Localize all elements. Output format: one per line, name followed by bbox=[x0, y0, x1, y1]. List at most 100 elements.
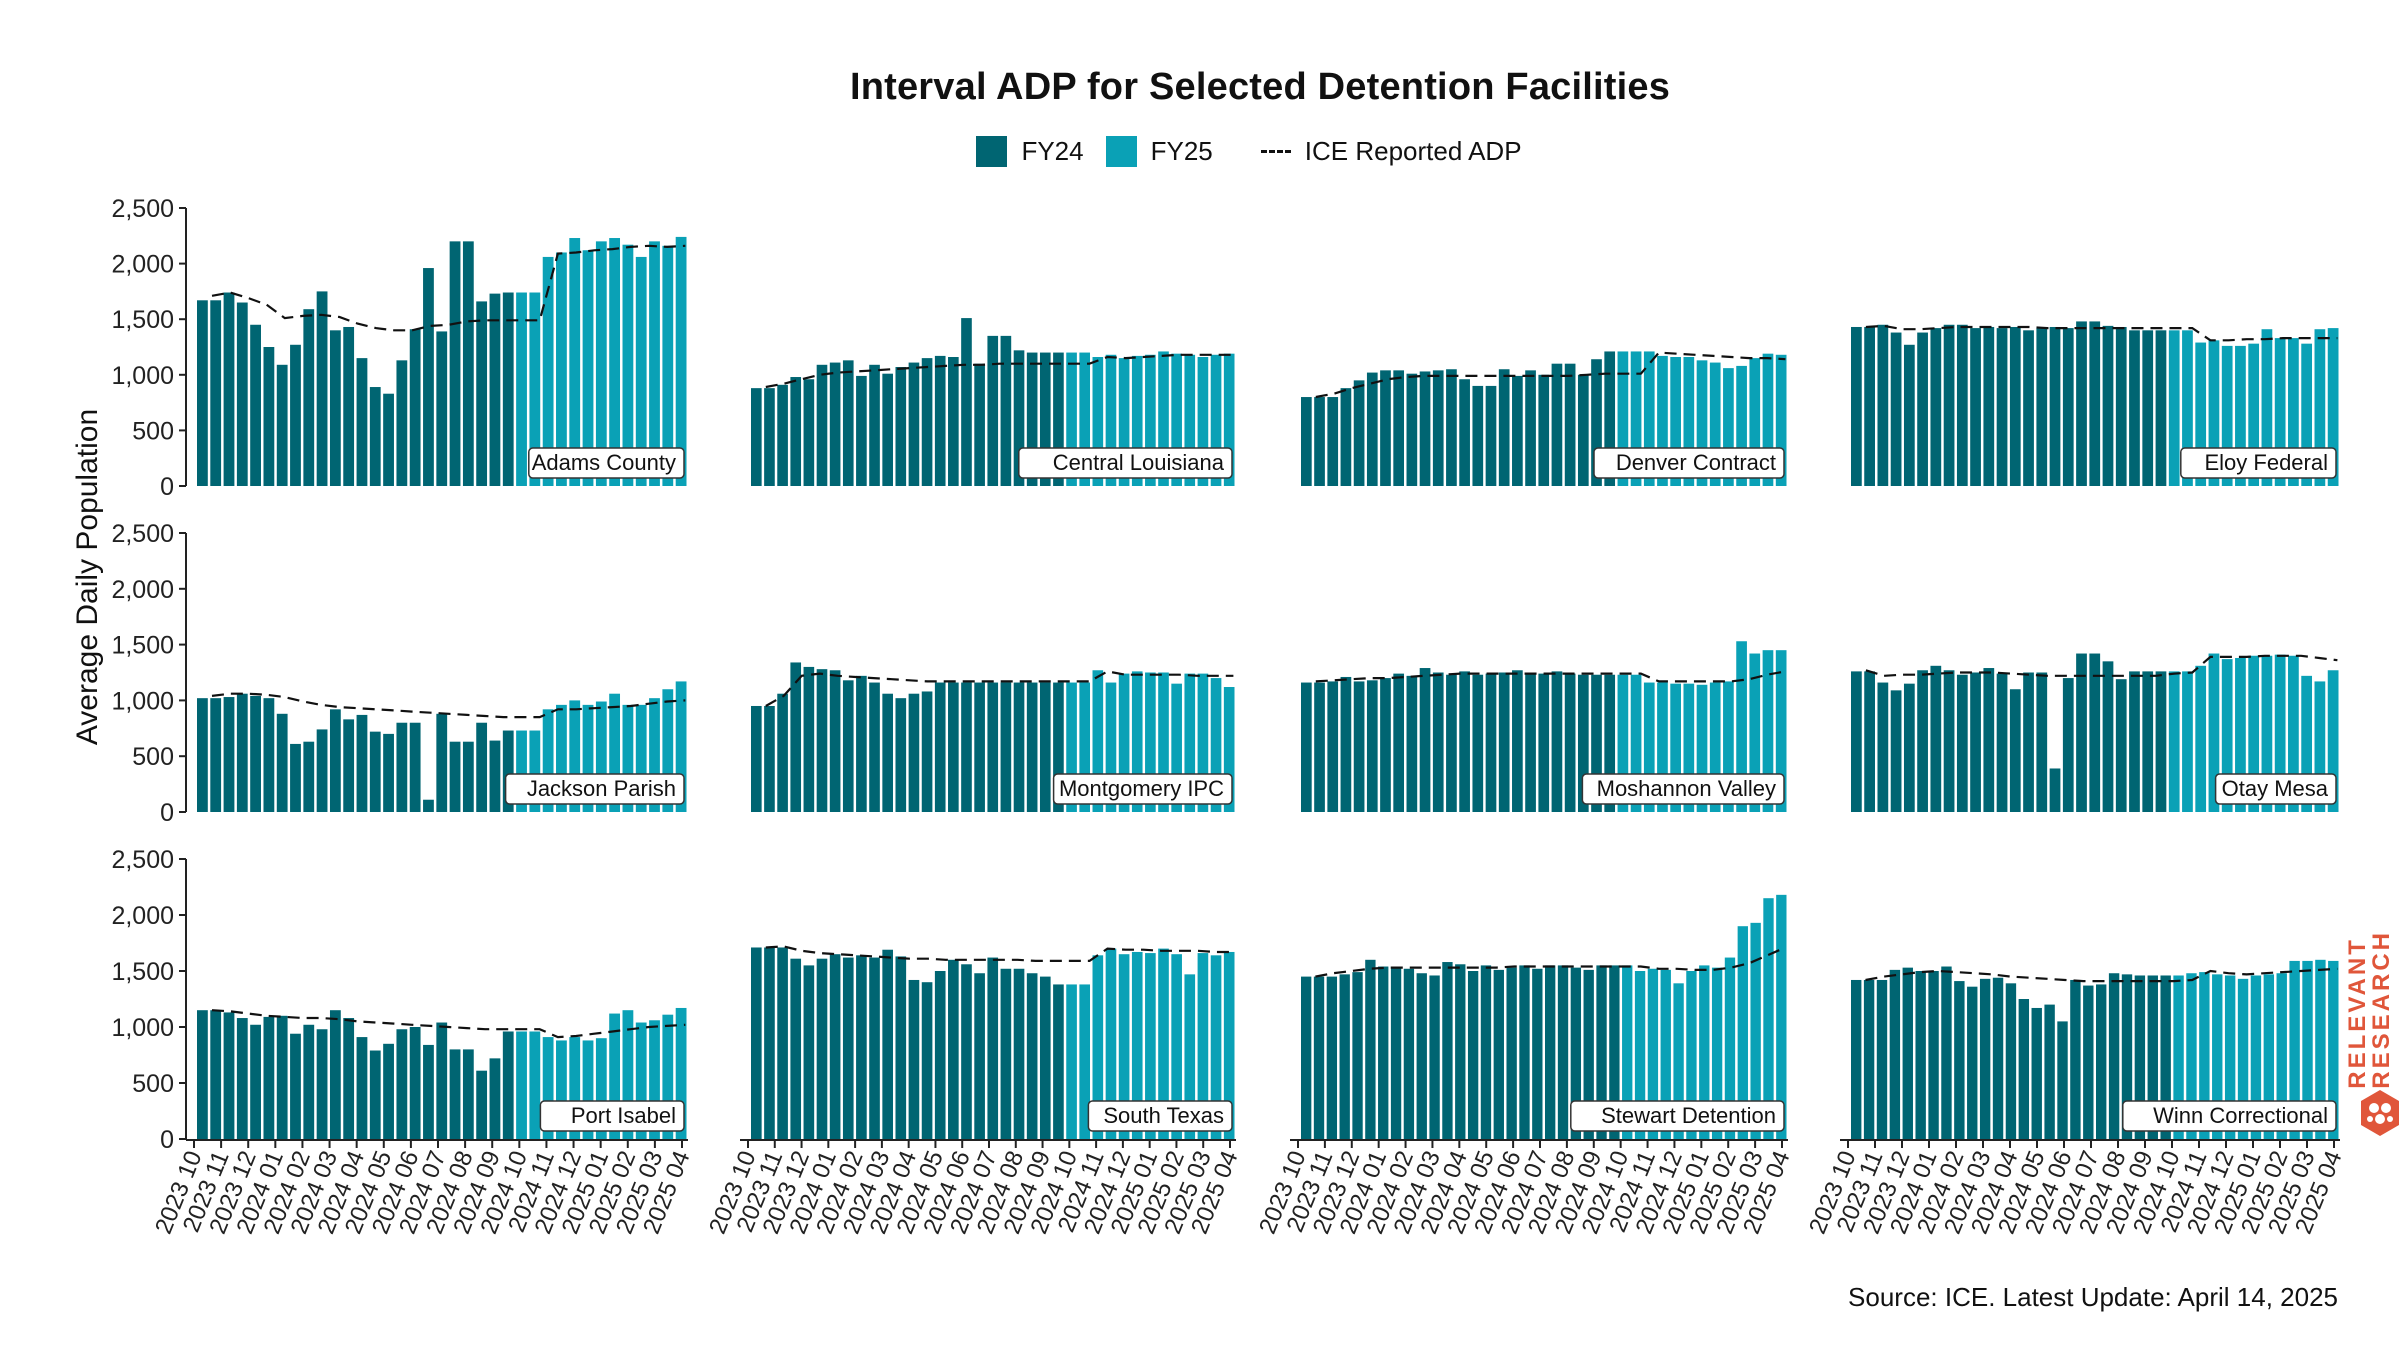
facility-label: Moshannon Valley bbox=[1597, 776, 1776, 801]
y-tick-label: 1,500 bbox=[111, 306, 174, 334]
bar bbox=[1943, 324, 1955, 486]
bar bbox=[1889, 969, 1901, 1139]
bar bbox=[1197, 357, 1209, 486]
bar bbox=[1013, 682, 1025, 812]
bar bbox=[1326, 976, 1338, 1139]
bar bbox=[303, 309, 315, 486]
bar bbox=[1983, 668, 1995, 812]
bar bbox=[2173, 975, 2184, 1139]
bar bbox=[2250, 975, 2262, 1139]
bar bbox=[2076, 321, 2087, 486]
bar bbox=[516, 730, 527, 812]
ice-reported-line bbox=[1865, 324, 2338, 342]
facility-label: Central Louisiana bbox=[1053, 450, 1225, 475]
y-tick-label: 0 bbox=[160, 1126, 174, 1154]
bar bbox=[1696, 360, 1708, 486]
bar bbox=[210, 300, 222, 486]
bar bbox=[1851, 671, 1862, 812]
bar bbox=[1416, 973, 1427, 1139]
bar bbox=[1480, 965, 1492, 1139]
facility-label: Eloy Federal bbox=[2204, 450, 2328, 475]
bar bbox=[1380, 370, 1391, 486]
bar bbox=[751, 388, 762, 486]
y-tick-label: 2,500 bbox=[111, 846, 174, 874]
bar bbox=[934, 682, 946, 812]
bar bbox=[1013, 350, 1025, 486]
brand-line-1: RELEVANT bbox=[2344, 937, 2371, 1089]
bar bbox=[856, 675, 867, 812]
bar bbox=[197, 698, 208, 812]
bar bbox=[1996, 328, 2008, 486]
bar bbox=[1039, 682, 1051, 812]
ice-reported-line bbox=[1315, 946, 1786, 978]
bar bbox=[1092, 357, 1104, 486]
bar bbox=[316, 729, 328, 812]
bar bbox=[1851, 979, 1862, 1139]
facility-label: Stewart Detention bbox=[1601, 1103, 1776, 1128]
bar bbox=[529, 1031, 541, 1139]
bar bbox=[1551, 363, 1563, 486]
bar bbox=[409, 722, 421, 812]
bar bbox=[1634, 971, 1646, 1139]
bar bbox=[1145, 672, 1156, 812]
bar bbox=[1657, 355, 1668, 486]
bar bbox=[595, 1038, 607, 1139]
bar bbox=[842, 957, 854, 1139]
bar bbox=[1538, 673, 1550, 812]
bar bbox=[2168, 671, 2180, 812]
bar bbox=[436, 713, 448, 812]
y-tick-label: 1,000 bbox=[111, 1014, 174, 1042]
bar bbox=[250, 324, 261, 486]
bar bbox=[1596, 965, 1607, 1139]
facility-label-box bbox=[1018, 447, 1233, 479]
bar bbox=[1512, 670, 1523, 812]
bar bbox=[569, 700, 581, 812]
facility-label-box bbox=[2180, 447, 2337, 479]
bar bbox=[987, 957, 999, 1139]
bar bbox=[1340, 388, 1352, 486]
bar bbox=[2009, 326, 2021, 486]
bar bbox=[2044, 1004, 2055, 1139]
bar bbox=[869, 364, 880, 486]
bar bbox=[1749, 358, 1761, 486]
bar bbox=[895, 367, 907, 486]
bar bbox=[1210, 678, 1222, 812]
bar bbox=[303, 741, 315, 812]
y-tick-label: 2,500 bbox=[111, 195, 174, 223]
bar bbox=[2129, 330, 2140, 486]
bar bbox=[1622, 965, 1633, 1139]
bar bbox=[1118, 954, 1130, 1139]
bar bbox=[816, 669, 828, 812]
bar bbox=[1570, 967, 1582, 1139]
bar bbox=[2248, 343, 2260, 486]
bar bbox=[1026, 973, 1038, 1139]
bar bbox=[2134, 975, 2146, 1139]
bar bbox=[1353, 681, 1365, 812]
bar bbox=[1378, 966, 1389, 1139]
bar bbox=[2076, 653, 2087, 812]
bar bbox=[609, 1013, 621, 1139]
bar bbox=[582, 704, 594, 812]
bar bbox=[516, 292, 527, 486]
bar bbox=[1223, 687, 1235, 812]
bar bbox=[1737, 926, 1748, 1139]
bar bbox=[1419, 668, 1431, 812]
bar bbox=[383, 733, 394, 812]
bar bbox=[1643, 682, 1655, 812]
bar bbox=[250, 695, 261, 812]
facility-label-box bbox=[528, 447, 685, 479]
bar bbox=[529, 292, 541, 486]
bar bbox=[987, 682, 999, 812]
bar bbox=[1724, 957, 1736, 1139]
bar bbox=[449, 241, 461, 486]
bar bbox=[343, 326, 355, 486]
bar bbox=[856, 955, 867, 1139]
bar bbox=[1498, 369, 1510, 486]
bar bbox=[777, 384, 788, 486]
bar bbox=[423, 1044, 434, 1139]
bar bbox=[423, 799, 434, 812]
bar bbox=[2005, 983, 2017, 1139]
bar bbox=[236, 1018, 248, 1139]
bar bbox=[948, 357, 959, 486]
bar bbox=[2288, 338, 2299, 486]
